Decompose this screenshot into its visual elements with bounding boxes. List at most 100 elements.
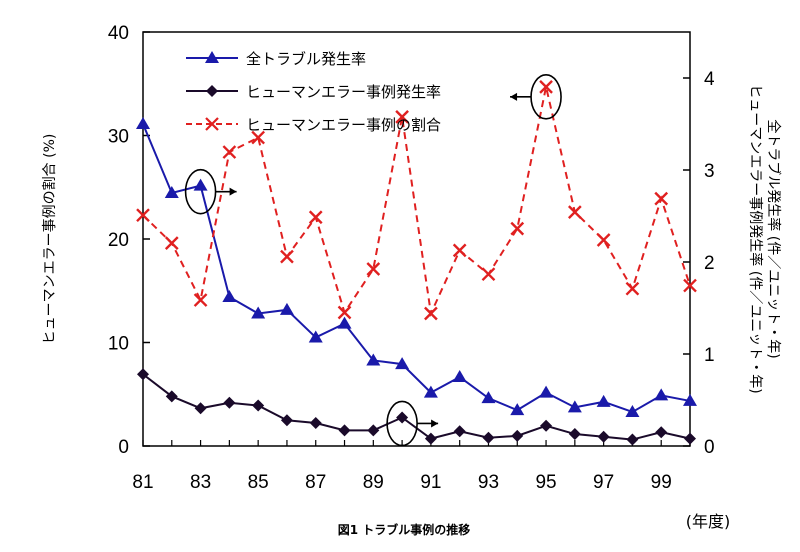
series-line-0 — [142, 123, 691, 414]
right-tick-label: 2 — [704, 253, 715, 274]
point-triangle — [251, 306, 266, 319]
point-diamond — [540, 419, 553, 432]
x-tick-label: 81 — [132, 472, 153, 493]
point-triangle — [136, 117, 150, 129]
point-x — [395, 110, 409, 124]
point-diamond — [338, 424, 351, 437]
point-x — [222, 145, 237, 159]
point-x — [424, 306, 438, 321]
legend: 全トラブル発生率 ヒューマンエラー事例発生率 ヒューマンエラー事例の割合 — [186, 50, 441, 134]
x-tick-label: 89 — [363, 472, 384, 493]
point-diamond — [194, 402, 207, 415]
point-diamond — [396, 411, 409, 424]
point-diamond — [482, 431, 495, 444]
right-tick-label: 4 — [704, 69, 715, 90]
right-tick-label: 0 — [704, 437, 715, 458]
series-layer — [136, 80, 697, 446]
x-axis-title: (年度) — [686, 512, 731, 531]
point-x — [308, 210, 323, 225]
point-x — [280, 249, 294, 264]
point-diamond — [223, 396, 236, 409]
point-x — [136, 208, 150, 223]
legend-label-human-error-ratio: ヒューマンエラー事例の割合 — [246, 116, 441, 134]
point-x — [193, 293, 208, 307]
legend-marker-diamond — [206, 85, 218, 97]
point-triangle — [164, 186, 179, 198]
left-tick-label: 30 — [108, 127, 129, 148]
legend-marker-x — [205, 117, 219, 131]
left-tick-label: 10 — [108, 334, 129, 355]
point-triangle — [539, 385, 554, 398]
y-axis-right-title-1: ヒューマンエラー事例発生率 (件／ユニット・年) — [747, 84, 764, 393]
annotation-circle — [530, 74, 562, 120]
right-tick-label: 1 — [704, 345, 715, 366]
point-diamond — [280, 414, 293, 427]
point-diamond — [424, 432, 437, 445]
x-tick-label: 99 — [651, 472, 672, 493]
point-triangle — [193, 178, 208, 191]
point-triangle — [683, 393, 697, 406]
annotation-layer — [184, 74, 562, 447]
point-x — [683, 278, 697, 293]
point-triangle — [423, 385, 438, 398]
point-diamond — [165, 390, 178, 403]
x-tick-label: 91 — [420, 472, 441, 493]
left-tick-label: 0 — [118, 437, 129, 458]
point-x — [366, 262, 381, 276]
point-x — [510, 221, 525, 236]
annotation-arrowhead — [431, 419, 439, 428]
point-x — [654, 191, 669, 206]
point-x — [452, 243, 467, 258]
figure-caption: 図1 トラブル事例の推移 — [338, 522, 471, 537]
point-x — [481, 267, 496, 282]
legend-marker-triangle — [205, 51, 219, 63]
x-axis: 81 83 85 87 89 91 93 95 97 99 — [132, 440, 691, 493]
x-tick-label: 95 — [535, 472, 556, 493]
legend-label-all-trouble: 全トラブル発生率 — [246, 50, 366, 68]
point-x — [251, 130, 266, 145]
x-tick-label: 87 — [305, 472, 326, 493]
point-triangle — [510, 403, 525, 416]
left-axis: 0 10 20 30 40 — [108, 23, 150, 458]
point-triangle — [481, 391, 496, 404]
point-triangle — [279, 302, 294, 315]
point-x — [567, 205, 582, 219]
right-tick-label: 3 — [704, 161, 715, 182]
point-diamond — [684, 432, 696, 445]
point-diamond — [252, 399, 265, 412]
point-triangle — [222, 289, 237, 302]
annotation-arrowhead — [510, 92, 518, 101]
point-triangle — [452, 370, 467, 382]
annotation-arrowhead — [229, 187, 237, 196]
legend-label-human-error-rate: ヒューマンエラー事例発生率 — [246, 83, 441, 101]
right-axis: 0 1 2 3 4 — [683, 69, 715, 458]
point-triangle — [625, 404, 640, 417]
x-tick-label: 83 — [190, 472, 211, 493]
point-triangle — [395, 357, 410, 370]
x-tick-label: 85 — [248, 472, 269, 493]
point-diamond — [597, 430, 610, 443]
y-axis-left-title: ヒューマンエラー事例の割合 (%) — [41, 134, 58, 345]
y-axis-right-title-2: 全トラブル発生率 (件／ユニット・年) — [765, 119, 782, 358]
annotation-circle — [184, 168, 217, 215]
point-x — [625, 281, 640, 296]
point-diamond — [367, 424, 380, 437]
point-diamond — [655, 426, 668, 439]
point-diamond — [568, 428, 581, 441]
point-x — [337, 305, 352, 320]
point-triangle — [596, 394, 611, 407]
x-tick-label: 93 — [478, 472, 499, 493]
point-x — [164, 236, 179, 250]
point-x — [539, 80, 553, 94]
point-diamond — [511, 429, 524, 442]
point-x — [596, 233, 611, 247]
point-triangle — [337, 316, 352, 329]
left-tick-label: 20 — [108, 230, 129, 251]
point-diamond — [453, 425, 466, 438]
point-diamond — [309, 417, 322, 429]
left-tick-label: 40 — [108, 23, 129, 44]
point-diamond — [626, 433, 639, 446]
point-triangle — [308, 330, 323, 343]
x-tick-label: 97 — [593, 472, 614, 493]
